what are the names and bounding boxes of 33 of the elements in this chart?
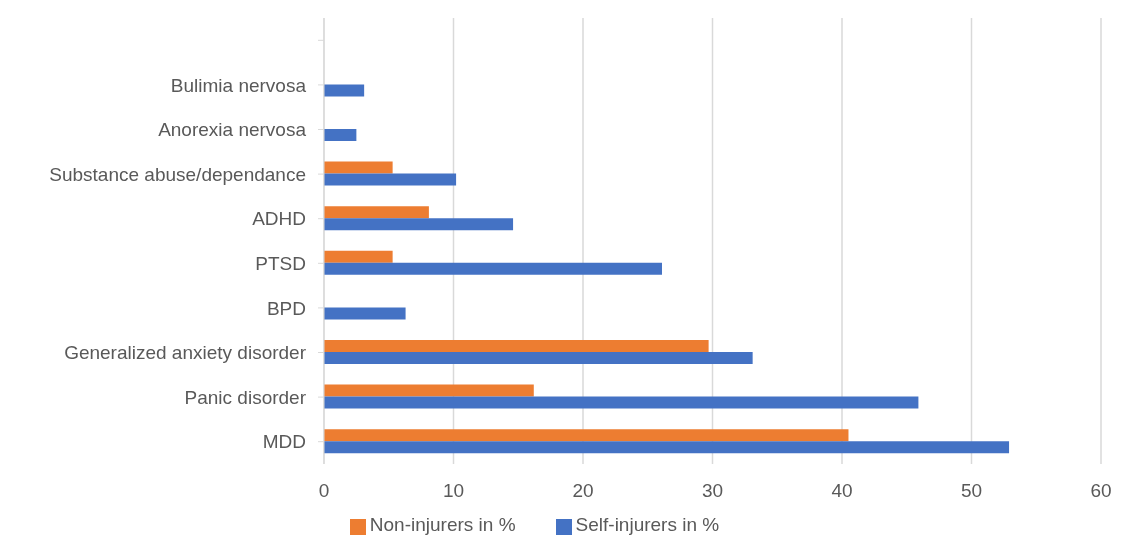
y-tick-label: Generalized anxiety disorder xyxy=(64,342,307,364)
x-tick-label: 30 xyxy=(701,480,724,502)
bar xyxy=(324,262,662,275)
x-tick-label: 0 xyxy=(318,480,330,502)
bar xyxy=(324,396,919,409)
bar xyxy=(324,129,357,142)
y-tick-label: Anorexia nervosa xyxy=(158,119,307,141)
bar xyxy=(324,352,753,365)
y-tick-label: ADHD xyxy=(252,208,306,230)
y-tick-label: BPD xyxy=(266,297,306,319)
legend-label: Self-injurers in % xyxy=(575,514,720,535)
x-tick-label: 40 xyxy=(831,480,853,502)
bar xyxy=(324,173,457,186)
legend-label: Non-injurers in % xyxy=(369,514,516,535)
x-tick-label: 50 xyxy=(960,480,983,502)
bar xyxy=(324,250,393,263)
bar xyxy=(324,441,1010,454)
x-tick-label: 60 xyxy=(1090,480,1112,502)
y-tick-label: Panic disorder xyxy=(184,386,307,408)
bar xyxy=(324,307,406,320)
bar xyxy=(324,84,365,97)
y-tick-label: Substance abuse/dependance xyxy=(49,163,306,185)
bar xyxy=(324,384,534,397)
x-tick-label: 10 xyxy=(442,480,465,502)
bar xyxy=(324,340,709,353)
bar xyxy=(324,206,429,219)
y-tick-label: MDD xyxy=(262,431,306,453)
bar xyxy=(324,218,514,231)
x-tick-label: 20 xyxy=(572,480,594,502)
y-tick-label: PTSD xyxy=(255,253,306,275)
bar xyxy=(324,161,393,174)
y-tick-label: Bulimia nervosa xyxy=(170,74,307,96)
bar xyxy=(324,429,849,442)
